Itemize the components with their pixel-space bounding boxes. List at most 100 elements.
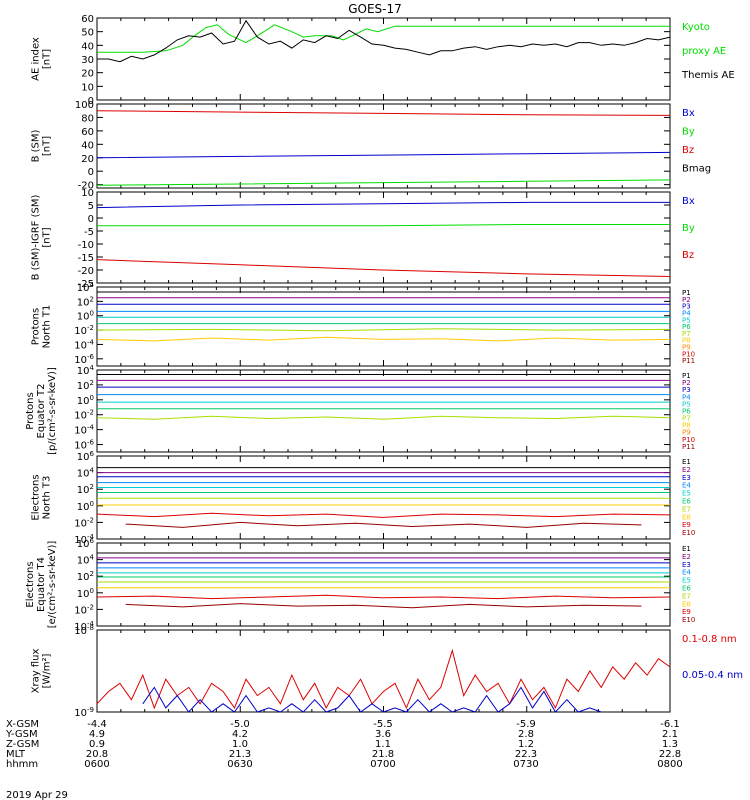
y-axis-label: [W/m²] — [42, 653, 53, 688]
legend-entry: 0.1-0.8 nm — [682, 634, 737, 645]
plot-frame — [96, 542, 671, 627]
legend-entry: P9 — [682, 344, 691, 352]
legend-entry: P1 — [682, 289, 691, 297]
footer-value: -4.4 — [87, 719, 107, 730]
y-axis-label: Xray flux — [31, 649, 42, 694]
y-tick-label: 102 — [77, 379, 94, 392]
footer-value: 3.6 — [375, 729, 391, 740]
legend-entry: P9 — [682, 429, 691, 437]
plot-frame — [96, 629, 671, 713]
y-tick-label: -15 — [78, 253, 94, 264]
y-tick-label: 106 — [77, 450, 95, 463]
legend-entry: P7 — [682, 330, 691, 338]
legend-entry: E8 — [682, 513, 691, 521]
y-tick-label: 100 — [75, 100, 94, 111]
y-tick-label: 102 — [77, 295, 94, 308]
series-line-0 — [97, 24, 670, 53]
legend-entry: Bmag — [682, 164, 711, 175]
series-line-9 — [125, 603, 642, 609]
plot-frame — [96, 286, 671, 367]
legend-entry: E4 — [682, 482, 691, 490]
legend-entry: Bx — [682, 108, 695, 119]
legend-entry: Bz — [682, 145, 694, 156]
legend-entry: P10 — [682, 350, 695, 358]
legend-entry: E3 — [682, 474, 691, 482]
footer-value: -5.5 — [373, 719, 393, 730]
series-line-2 — [96, 179, 671, 186]
footer-value: 22.8 — [659, 749, 681, 760]
footer-value: 2.8 — [518, 729, 534, 740]
series-line-1 — [97, 19, 671, 63]
y-axis-label: AE index — [31, 37, 42, 81]
y-axis-label: [p/(cm²-s-sr-keV)] — [47, 367, 58, 455]
legend-entry: Themis AE — [681, 70, 735, 81]
legend-entry: E9 — [682, 608, 691, 616]
footer-value: 4.2 — [232, 729, 248, 740]
legend-entry: proxy AE — [682, 46, 726, 57]
y-axis-label: [nT] — [42, 227, 53, 247]
panel-ae: 0 10 20 30 40 50 60 AE index [nT] Kyoto proxy AE Th… — [31, 14, 735, 107]
y-tick-label: 102 — [77, 570, 94, 583]
legend-entry: P6 — [682, 407, 691, 415]
series-line-0 — [96, 110, 671, 116]
series-line-1 — [97, 224, 670, 227]
legend-entry: Bz — [682, 250, 694, 261]
series-line-1 — [96, 151, 671, 159]
footer-value: 1.0 — [232, 739, 248, 750]
y-tick-label: -10 — [78, 240, 94, 251]
legend-entry: P8 — [682, 422, 691, 430]
y-tick-label: 10-4 — [74, 338, 94, 351]
legend-entry: E2 — [682, 466, 691, 474]
y-tick-label: 10-2 — [74, 409, 94, 422]
footer-value: -5.0 — [230, 719, 250, 730]
legend-entry: E3 — [682, 561, 691, 569]
y-axis-label: [nT] — [42, 136, 53, 156]
footer-value: -5.9 — [516, 719, 536, 730]
footer-value: 0600 — [84, 759, 109, 770]
y-tick-label: 0 — [88, 167, 94, 178]
panel-b: -20 0 20 40 60 80 100 B (SM) [nT] Bx By Bz Bmag — [31, 100, 712, 192]
legend-entry: P5 — [682, 400, 691, 408]
series-line-0 — [96, 648, 671, 710]
legend-entry: By — [682, 223, 695, 234]
series-line-2 — [96, 259, 671, 277]
series-line-6 — [96, 415, 671, 420]
y-tick-label: 80 — [81, 113, 94, 124]
footer-value: 4.9 — [89, 729, 105, 740]
series-line-7 — [96, 336, 671, 342]
y-tick-label: 10-9 — [74, 706, 94, 719]
y-tick-label: 104 — [77, 281, 95, 294]
legend-entry: E7 — [682, 505, 691, 513]
y-axis-label: North T3 — [42, 476, 53, 520]
y-axis-label: [nT] — [42, 49, 53, 69]
legend-entry: P3 — [682, 386, 691, 394]
series-line-9 — [125, 521, 642, 528]
legend-entry: E5 — [682, 490, 691, 498]
legend-entry: P8 — [682, 337, 691, 345]
legend-entry: E6 — [682, 498, 691, 506]
y-axis-label: B (SM) — [31, 129, 42, 162]
legend-entry: P3 — [682, 303, 691, 311]
y-tick-label: 104 — [77, 554, 95, 567]
legend-entry: E7 — [682, 592, 691, 600]
y-axis-label: B (SM)-IGRF (SM) — [31, 195, 42, 281]
legend-entry: P2 — [682, 296, 691, 304]
y-tick-label: -20 — [78, 181, 94, 192]
legend-entry: E9 — [682, 521, 691, 529]
date-label: 2019 Apr 29 — [6, 790, 68, 800]
legend-entry: P10 — [682, 436, 695, 444]
legend-entry: Bx — [682, 196, 695, 207]
y-tick-label: 100 — [77, 310, 94, 323]
figure-title: GOES-17 — [348, 2, 402, 16]
footer-row-label: hhmm — [6, 759, 38, 770]
legend-entry: 0.05-0.4 nm — [682, 670, 743, 681]
y-tick-label: 60 — [81, 127, 94, 138]
y-axis-label: Electrons — [25, 561, 36, 607]
footer-value: 20.8 — [86, 749, 108, 760]
y-tick-label: -5 — [84, 227, 94, 238]
y-tick-label: 20 — [81, 69, 94, 80]
legend-entry: E4 — [682, 569, 691, 577]
